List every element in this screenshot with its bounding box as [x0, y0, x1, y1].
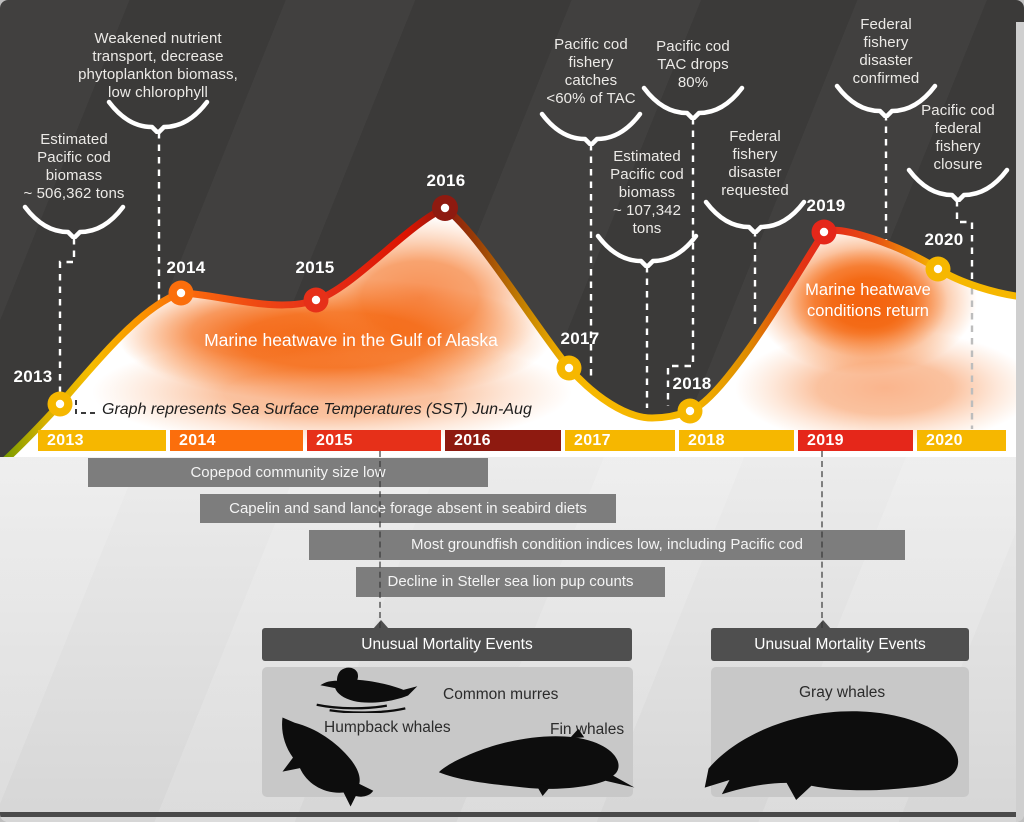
mortality-bar-left: Unusual Mortality Events [262, 620, 632, 661]
callout-tac-drops: Pacific cod TAC drops 80% [656, 38, 730, 91]
bracket-icon [539, 108, 643, 146]
year-bar-2019: 2019 [798, 430, 913, 451]
notch-icon [815, 620, 831, 629]
sst-chart-area: Estimated Pacific cod biomass ~ 506,362 … [0, 0, 1024, 457]
heatwave-gulf-label: Marine heatwave in the Gulf of Alaska [204, 330, 498, 350]
bracket-icon [906, 164, 1010, 202]
bracket-icon [703, 196, 807, 234]
bracket-icon [106, 96, 210, 134]
year-bar-2018: 2018 [679, 430, 794, 451]
year-bar-2015: 2015 [307, 430, 441, 451]
ume-connector-left [379, 451, 381, 628]
year-band: 2013 2014 2015 2016 2017 2018 2019 2020 [38, 430, 1006, 451]
impact-bar-groundfish: Most groundfish condition indices low, i… [309, 530, 905, 560]
impact-bar-copepod: Copepod community size low [88, 458, 488, 487]
point-year-2014: 2014 [166, 258, 206, 277]
point-year-2017: 2017 [560, 329, 600, 348]
year-bar-2016: 2016 [445, 430, 561, 451]
year-bar-2013: 2013 [38, 430, 166, 451]
impact-bar-capelin: Capelin and sand lance forage absent in … [200, 494, 616, 523]
bottom-rule [0, 812, 1019, 817]
callout-fishery-catches: Pacific cod fishery catches <60% of TAC [546, 36, 636, 107]
right-edge [1016, 22, 1024, 822]
gray-whales-label: Gray whales [799, 684, 886, 701]
callout-biomass-2017: Estimated Pacific cod biomass ~ 107,342 … [610, 148, 684, 237]
bracket-icon [22, 201, 126, 239]
year-bar-2017: 2017 [565, 430, 675, 451]
common-murres-label: Common murres [443, 686, 559, 703]
notch-icon [373, 620, 389, 629]
callout-connectors [58, 114, 974, 408]
point-year-2018: 2018 [672, 374, 712, 393]
humpback-whales-label: Humpback whales [324, 719, 451, 736]
year-bar-2020: 2020 [917, 430, 1006, 451]
heatwave-return-label: Marine heatwave conditions return [805, 281, 931, 320]
point-year-2020: 2020 [924, 230, 964, 249]
mortality-bar-right: Unusual Mortality Events [711, 620, 969, 661]
point-year-2013: 2013 [13, 367, 53, 386]
mortality-bar-right-label: Unusual Mortality Events [754, 636, 926, 653]
common-murre-silhouette [316, 667, 418, 713]
bracket-icon [595, 230, 699, 268]
point-year-2019: 2019 [806, 196, 846, 215]
gray-whale-silhouette [704, 711, 959, 800]
callout-biomass-2013: Estimated Pacific cod biomass ~ 506,362 … [23, 131, 125, 202]
humpback-whale-silhouette [282, 717, 374, 807]
bracket-icon [641, 82, 745, 120]
point-year-2016: 2016 [426, 171, 466, 190]
callout-disaster-requested: Federal fishery disaster requested [721, 128, 789, 199]
sst-data-points [47, 195, 951, 424]
fin-whale-silhouette [438, 728, 635, 796]
fin-whales-label: Fin whales [550, 721, 625, 738]
callout-nutrient-transport: Weakened nutrient transport, decrease ph… [78, 30, 238, 101]
year-bar-2014: 2014 [170, 430, 303, 451]
callout-disaster-confirmed: Federal fishery disaster confirmed [852, 16, 920, 87]
point-year-2015: 2015 [295, 258, 335, 277]
impact-bar-sealion: Decline in Steller sea lion pup counts [356, 567, 665, 597]
ume-connector-right [821, 451, 823, 628]
callout-fishery-closure: Pacific cod federal fishery closure [921, 102, 995, 173]
sst-note: Graph represents Sea Surface Temperature… [102, 401, 532, 418]
bracket-icon [834, 80, 938, 118]
note-connector [75, 400, 97, 414]
mortality-bar-left-label: Unusual Mortality Events [361, 636, 533, 653]
sst-curve-chart [3, 114, 1016, 457]
